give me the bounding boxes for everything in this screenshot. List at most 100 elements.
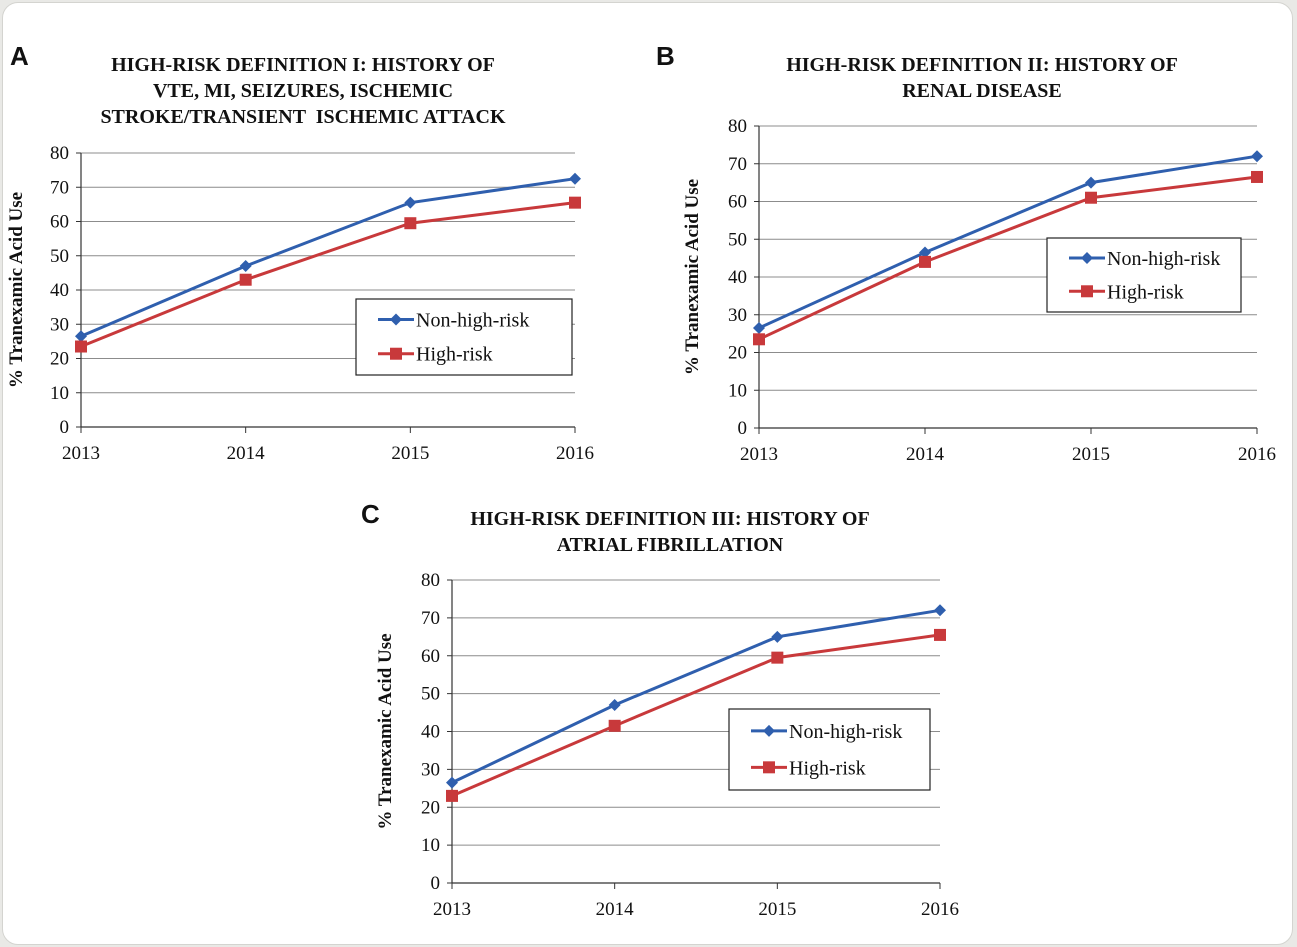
legend-swatch-marker (390, 313, 402, 326)
y-tick-label: 20 (421, 797, 440, 818)
y-tick-label: 50 (50, 246, 69, 267)
y-tick-label: 40 (421, 722, 440, 743)
y-tick-label: 70 (50, 177, 69, 198)
x-tick-label: 2016 (921, 899, 959, 920)
x-tick-label: 2015 (1072, 444, 1110, 465)
y-tick-label: 10 (421, 835, 440, 856)
chart-title-line: STROKE/TRANSIENT ISCHEMIC ATTACK (100, 106, 506, 128)
x-tick-label: 2016 (556, 443, 594, 464)
legend-swatch-marker (1081, 251, 1093, 264)
y-tick-label: 0 (60, 417, 70, 438)
legend-box (1046, 237, 1242, 313)
data-point-high-risk (75, 340, 87, 353)
y-axis-label: % Tranexamic Acid Use (375, 633, 396, 829)
legend-box (355, 298, 573, 376)
series-line-high-risk (80, 201, 576, 348)
x-tick-label: 2014 (906, 444, 945, 465)
x-tick-label: 2016 (1238, 444, 1276, 465)
series-line-non-high-risk (451, 608, 941, 784)
data-point-high-risk (608, 719, 621, 732)
data-point-non-high-risk (75, 330, 87, 343)
x-tick-label: 2013 (740, 444, 778, 465)
data-point-non-high-risk (239, 260, 252, 273)
legend-label: Non-high-risk (416, 310, 529, 332)
data-point-high-risk (753, 333, 765, 346)
data-point-high-risk (919, 255, 931, 268)
y-tick-label: 30 (421, 759, 440, 780)
chart-panel-a: A HIGH-RISK DEFINITION I: HISTORY OF VTE, … (6, 41, 594, 464)
y-axis-label: % Tranexamic Acid Use (6, 192, 27, 388)
y-tick-label: 50 (421, 684, 440, 705)
y-tick-label: 40 (728, 267, 747, 288)
data-point-non-high-risk (569, 172, 581, 185)
y-tick-label: 10 (728, 380, 747, 401)
x-tick-label: 2013 (62, 443, 100, 464)
y-tick-label: 0 (738, 418, 748, 439)
legend-swatch-marker (390, 347, 402, 360)
data-point-non-high-risk (1251, 150, 1263, 163)
y-tick-label: 10 (50, 383, 69, 404)
y-tick-label: 60 (728, 192, 747, 213)
data-point-high-risk (239, 273, 252, 286)
data-point-non-high-risk (753, 321, 765, 334)
panel-letter: A (10, 41, 29, 71)
panel-letter: C (361, 499, 380, 529)
legend-swatch-marker (763, 724, 775, 737)
y-tick-label: 80 (50, 143, 69, 164)
data-point-high-risk (404, 217, 417, 230)
y-tick-label: 80 (421, 570, 440, 591)
chart-title-line: VTE, MI, SEIZURES, ISCHEMIC (153, 80, 453, 102)
legend-box (728, 708, 931, 791)
data-point-high-risk (569, 196, 581, 209)
y-tick-label: 80 (728, 116, 747, 137)
data-point-high-risk (1085, 191, 1097, 204)
data-point-non-high-risk (404, 196, 417, 209)
chart-title-line: ATRIAL FIBRILLATION (557, 534, 784, 556)
legend-label: Non-high-risk (1107, 248, 1220, 270)
y-tick-label: 40 (50, 280, 69, 301)
data-point-non-high-risk (608, 698, 621, 711)
legend-swatch-marker (1081, 285, 1093, 298)
y-tick-label: 20 (728, 343, 747, 364)
data-point-high-risk (446, 789, 458, 802)
data-point-non-high-risk (919, 246, 931, 259)
x-tick-label: 2014 (227, 443, 266, 464)
y-tick-label: 30 (50, 314, 69, 335)
legend-label: High-risk (789, 757, 866, 779)
x-tick-label: 2015 (758, 899, 796, 920)
y-tick-label: 70 (421, 608, 440, 629)
data-point-non-high-risk (1085, 176, 1097, 189)
series-line-high-risk (451, 633, 941, 798)
chart-title-line: RENAL DISEASE (902, 80, 1062, 102)
x-tick-label: 2014 (596, 899, 635, 920)
data-point-high-risk (934, 628, 946, 641)
data-point-high-risk (1251, 170, 1263, 183)
legend-label: High-risk (1107, 281, 1184, 303)
data-point-non-high-risk (771, 630, 784, 643)
x-tick-label: 2015 (391, 443, 429, 464)
chart-title-line: HIGH-RISK DEFINITION III: HISTORY OF (470, 508, 869, 530)
panel-letter: B (656, 41, 675, 71)
legend-label: High-risk (416, 344, 493, 366)
y-tick-label: 20 (50, 349, 69, 370)
y-tick-label: 70 (728, 154, 747, 175)
y-tick-label: 50 (728, 229, 747, 250)
y-tick-label: 30 (728, 305, 747, 326)
series-line-high-risk (758, 175, 1258, 341)
chart-panel-b: B HIGH-RISK DEFINITION II: HISTORY OF RENA… (656, 41, 1276, 465)
chart-panel-c: C HIGH-RISK DEFINITION III: HISTORY OF ATR… (361, 499, 959, 920)
legend-label: Non-high-risk (789, 721, 902, 743)
data-point-non-high-risk (934, 604, 946, 617)
chart-title-line: HIGH-RISK DEFINITION I: HISTORY OF (111, 54, 495, 76)
y-tick-label: 60 (421, 646, 440, 667)
y-tick-label: 60 (50, 212, 69, 233)
x-tick-label: 2013 (433, 899, 471, 920)
series-line-non-high-risk (80, 177, 576, 338)
data-point-high-risk (771, 651, 784, 664)
data-point-non-high-risk (446, 776, 458, 789)
legend-swatch-marker (763, 761, 775, 774)
series-line-non-high-risk (758, 154, 1258, 330)
y-tick-label: 0 (431, 873, 441, 894)
